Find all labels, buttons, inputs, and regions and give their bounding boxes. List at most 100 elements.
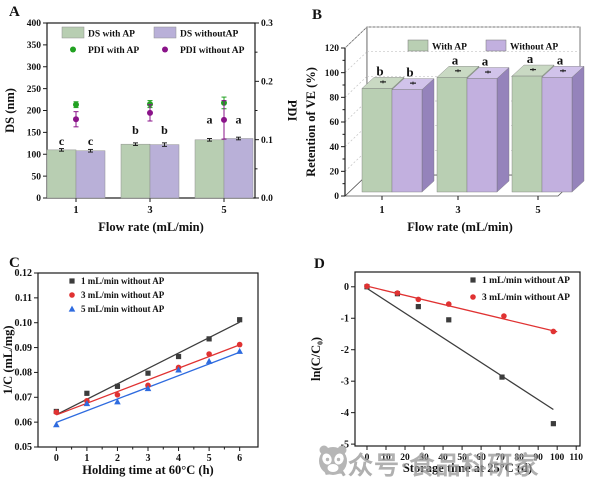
svg-text:-2: -2 (341, 345, 349, 356)
svg-text:3: 3 (455, 205, 460, 216)
svg-text:a: a (236, 113, 242, 127)
svg-text:Flow rate (mL/min): Flow rate (mL/min) (98, 220, 204, 234)
svg-text:80: 80 (330, 94, 340, 104)
svg-text:4: 4 (176, 453, 181, 464)
svg-text:b: b (406, 65, 413, 80)
svg-text:110: 110 (569, 453, 583, 463)
svg-text:40: 40 (438, 453, 448, 463)
svg-text:1 mL/min without AP: 1 mL/min without AP (482, 276, 570, 286)
svg-text:1/C (mL/mg): 1/C (mL/mg) (1, 325, 15, 394)
svg-text:a: a (557, 52, 564, 67)
svg-text:DS with AP: DS with AP (88, 30, 135, 40)
svg-text:0.08: 0.08 (15, 368, 33, 379)
svg-text:0.12: 0.12 (15, 268, 33, 279)
svg-text:b: b (376, 63, 383, 78)
svg-text:400: 400 (27, 19, 42, 29)
svg-text:5: 5 (535, 205, 540, 216)
panel-b-label: B (312, 7, 323, 23)
svg-text:70: 70 (495, 453, 505, 463)
svg-text:Holding time at 60°C (h): Holding time at 60°C (h) (82, 463, 213, 477)
svg-text:1: 1 (379, 205, 384, 216)
panel-a-label: A (9, 4, 20, 20)
svg-text:100: 100 (550, 453, 565, 463)
svg-text:a: a (482, 54, 489, 69)
svg-text:80: 80 (514, 453, 524, 463)
svg-text:Storage time at 25°C (d): Storage time at 25°C (d) (403, 461, 532, 475)
svg-text:60: 60 (476, 453, 486, 463)
svg-text:0.11: 0.11 (15, 293, 32, 304)
panel-c-chart: 0 1 2 3 4 5 6 0.05 0.06 0.07 0.08 0.09 0.10 0.11 0.12 H… (1, 268, 259, 477)
panel-a: A 0 50 100 150 200 250 300 350 400 0.0 0.1 0.2 0.3 1 3… (0, 0, 300, 244)
svg-text:200: 200 (27, 107, 42, 117)
svg-text:-4: -4 (341, 408, 349, 419)
svg-text:-5: -5 (341, 439, 349, 450)
svg-text:PDI without AP: PDI without AP (180, 46, 245, 56)
svg-text:350: 350 (27, 41, 42, 51)
svg-text:0: 0 (334, 192, 339, 202)
svg-text:0.1: 0.1 (261, 136, 273, 146)
svg-text:90: 90 (533, 453, 543, 463)
svg-text:1: 1 (84, 453, 89, 464)
svg-text:20: 20 (330, 168, 340, 178)
svg-text:3: 3 (147, 205, 152, 216)
svg-text:0: 0 (36, 194, 41, 204)
svg-text:0.10: 0.10 (15, 318, 33, 329)
svg-text:-1: -1 (341, 313, 349, 324)
svg-text:c: c (59, 134, 65, 148)
svg-text:5: 5 (221, 205, 226, 216)
panel-c-label: C (9, 255, 20, 271)
svg-text:PDI: PDI (285, 100, 299, 122)
svg-text:Retention of VE (%): Retention of VE (%) (304, 67, 318, 177)
panel-b: B 0 20 40 60 80 100 120 1 3 5 Flow rate (mL/min) Re… (300, 0, 600, 244)
svg-text:With AP: With AP (432, 43, 467, 53)
svg-text:1: 1 (73, 205, 78, 216)
svg-text:0.05: 0.05 (15, 442, 33, 453)
svg-text:100: 100 (27, 150, 42, 160)
svg-text:40: 40 (330, 143, 340, 153)
svg-text:a: a (527, 51, 534, 66)
svg-text:DS withoutAP: DS withoutAP (180, 30, 239, 40)
svg-text:0: 0 (344, 282, 349, 293)
svg-text:0: 0 (54, 453, 59, 464)
svg-text:ln(C/C₀): ln(C/C₀) (309, 337, 323, 381)
svg-text:-3: -3 (341, 376, 349, 387)
svg-text:300: 300 (27, 63, 42, 73)
svg-text:c: c (88, 134, 94, 148)
panel-a-chart: 0 50 100 150 200 250 300 350 400 0.0 0.1 0.2 0.3 1 3 5 F… (3, 19, 299, 234)
svg-text:3 mL/min without AP: 3 mL/min without AP (482, 293, 570, 303)
svg-text:a: a (207, 113, 213, 127)
svg-text:0.09: 0.09 (15, 343, 33, 354)
svg-text:b: b (132, 123, 139, 137)
svg-text:250: 250 (27, 85, 42, 95)
svg-text:10: 10 (381, 453, 391, 463)
svg-text:5: 5 (207, 453, 212, 464)
svg-text:0.0: 0.0 (261, 194, 273, 204)
svg-text:Without AP: Without AP (510, 43, 558, 53)
svg-text:5 mL/min without AP: 5 mL/min without AP (81, 304, 165, 314)
panel-b-chart: 0 20 40 60 80 100 120 1 3 5 Flow rate (mL/min) Rete… (304, 26, 585, 234)
svg-text:30: 30 (419, 453, 429, 463)
svg-text:50: 50 (457, 453, 467, 463)
panel-d-chart: 0 10 20 30 40 50 60 70 80 90 100 110 0 -1 -2 -3 -4 -5 Stor… (309, 271, 583, 475)
svg-text:0.06: 0.06 (15, 417, 33, 428)
svg-text:0.3: 0.3 (261, 19, 273, 29)
svg-text:120: 120 (325, 44, 340, 54)
svg-text:1 mL/min without AP: 1 mL/min without AP (81, 276, 165, 286)
svg-text:6: 6 (237, 453, 242, 464)
svg-text:0.07: 0.07 (15, 392, 33, 403)
svg-text:3: 3 (146, 453, 151, 464)
svg-text:a: a (452, 52, 459, 67)
svg-text:3 mL/min without AP: 3 mL/min without AP (81, 290, 165, 300)
svg-text:0.2: 0.2 (261, 78, 273, 88)
svg-text:Flow rate (mL/min): Flow rate (mL/min) (407, 220, 513, 234)
svg-text:2: 2 (115, 453, 120, 464)
svg-text:PDI with AP: PDI with AP (88, 46, 139, 56)
panel-d-label: D (314, 256, 325, 272)
svg-text:100: 100 (325, 69, 340, 79)
svg-text:50: 50 (32, 172, 42, 182)
svg-text:0: 0 (365, 453, 370, 463)
panel-d: D 0 10 20 30 40 50 60 70 80 90 100 110 0 -1 -2 -3 -4 -5 St… (300, 244, 600, 488)
svg-text:20: 20 (400, 453, 410, 463)
svg-text:DS (nm): DS (nm) (3, 88, 17, 133)
